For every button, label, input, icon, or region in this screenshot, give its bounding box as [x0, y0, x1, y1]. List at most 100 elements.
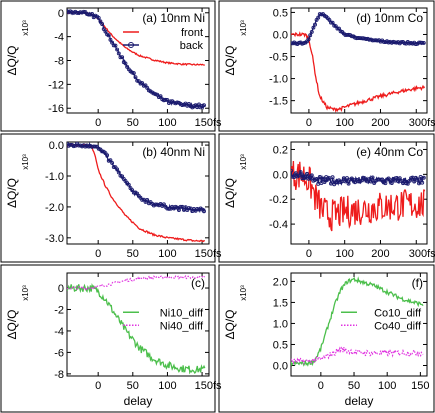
series-point — [346, 32, 351, 37]
series-line-Co10_diff — [291, 276, 424, 367]
series-point — [314, 177, 319, 181]
series-line-Co40_diff — [291, 346, 424, 366]
y-axis-exponent: x10³ — [21, 154, 30, 170]
y-tick-label: -4 — [54, 32, 64, 44]
series-point — [140, 81, 145, 86]
series-point — [76, 143, 81, 148]
data-layer — [67, 9, 206, 110]
x-tick-label: 100 — [158, 380, 176, 392]
y-tick-label: -0.2 — [269, 194, 288, 206]
y-axis-label: ΔQ/Q — [5, 45, 19, 75]
series-point — [298, 170, 303, 174]
x-tick-label: 300fs — [409, 248, 435, 260]
series-point — [100, 22, 105, 26]
panel-frame — [218, 133, 435, 263]
series-point — [176, 208, 181, 212]
y-tick-label: -8 — [54, 369, 64, 381]
series-point — [120, 55, 125, 60]
y-tick-label: 0.5 — [273, 7, 288, 19]
y-axis-exponent: x10³ — [239, 20, 248, 36]
y-tick-label: 0.0 — [273, 169, 288, 181]
series-line-series-0 — [291, 31, 426, 113]
y-tick-label: -3.0 — [45, 233, 64, 245]
series-point — [113, 43, 118, 48]
series-point — [93, 144, 98, 149]
series-point — [158, 94, 163, 99]
series-point — [111, 164, 116, 169]
x-tick-label: 100 — [158, 117, 176, 129]
y-tick-label: -4 — [54, 326, 64, 338]
x-tick-label: 0 — [306, 248, 312, 260]
y-tick-label: -2.0 — [45, 202, 64, 214]
series-point — [115, 167, 120, 172]
y-tick-label: -8 — [54, 56, 64, 68]
series-point — [329, 20, 333, 25]
panel-frame — [0, 0, 216, 132]
x-tick-label: 0 — [95, 117, 101, 129]
y-tick-label: -1.5 — [269, 96, 288, 108]
y-axis-label: ΔQ/Q — [223, 309, 237, 339]
series-point — [388, 178, 393, 183]
series-point — [337, 26, 341, 31]
series-point — [118, 55, 123, 60]
series-point — [106, 33, 111, 38]
series-point — [126, 182, 131, 187]
series-point — [322, 180, 327, 184]
x-tick-label: 0 — [95, 248, 101, 260]
y-tick-label: 0.0 — [273, 29, 288, 41]
y-tick-label: 1.5 — [273, 297, 288, 309]
series-point — [68, 142, 73, 147]
series-point — [145, 85, 150, 90]
series-point — [359, 178, 364, 183]
series-point — [140, 197, 145, 202]
series-point — [115, 47, 120, 52]
series-point — [166, 206, 171, 211]
series-point — [168, 99, 173, 104]
series-point — [402, 41, 407, 46]
y-axis-exponent: x10³ — [239, 285, 248, 301]
series-point — [123, 61, 128, 66]
legend-label: Ni10_diff — [160, 307, 204, 319]
series-point — [317, 175, 322, 179]
series-point — [316, 15, 321, 20]
series-point — [131, 190, 136, 195]
series-point — [335, 26, 340, 31]
series-point — [308, 33, 313, 38]
series-point — [111, 43, 116, 48]
y-axis-exponent: x10³ — [21, 285, 30, 301]
panel-label: (f) — [412, 276, 423, 290]
plot-area — [290, 272, 428, 377]
x-axis-label: delay — [345, 394, 374, 408]
panel-frame — [0, 264, 216, 413]
y-axis-exponent: x10³ — [239, 154, 248, 170]
series-point — [120, 174, 125, 179]
series-point — [291, 174, 295, 179]
series-point — [330, 175, 335, 180]
data-layer — [291, 160, 426, 232]
legend-label: front — [181, 27, 203, 39]
legend-label: Co10_diff — [374, 307, 422, 319]
series-point — [397, 176, 402, 181]
series-point — [71, 144, 76, 149]
series-point — [306, 37, 311, 42]
series-point — [405, 181, 410, 186]
series-point — [327, 17, 332, 22]
panel-label: (b) 40nm Ni — [142, 145, 205, 159]
x-tick-label: 150fs — [195, 117, 222, 129]
series-point — [309, 173, 314, 178]
series-point — [141, 83, 146, 88]
series-point — [380, 177, 385, 182]
series-point — [345, 176, 349, 181]
data-layer — [67, 142, 206, 243]
data-layer — [291, 12, 426, 113]
series-point — [143, 83, 148, 88]
y-tick-label: 0 — [58, 8, 64, 20]
y-tick-label: 0.5 — [273, 339, 288, 351]
series-point — [75, 10, 79, 15]
series-point — [420, 40, 425, 45]
series-point — [303, 175, 308, 180]
